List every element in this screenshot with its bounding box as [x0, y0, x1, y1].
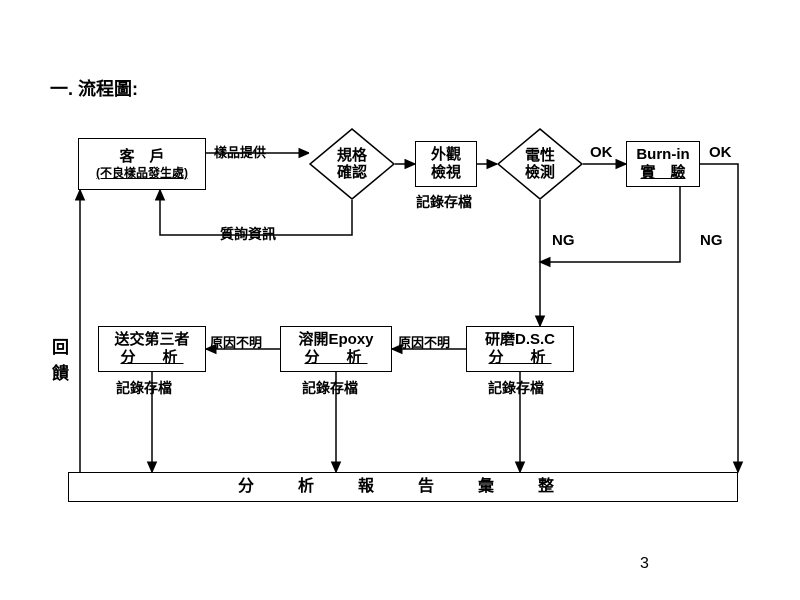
label-l_rec2: 記錄存檔 — [302, 378, 358, 398]
label-l_cause1: 原因不明 — [398, 332, 450, 351]
page-number: 3 — [640, 555, 649, 573]
node-report: 分 析 報 告 彙 整 — [68, 472, 738, 502]
label-l_visrec: 記錄存檔 — [416, 192, 472, 212]
node-epoxy: 溶開Epoxy分 析 — [280, 326, 392, 372]
label-l_ok2: OK — [709, 144, 732, 161]
node-elec: 電性檢測 — [497, 128, 583, 200]
label-l_cause2: 原因不明 — [210, 332, 262, 351]
label-l_sample: 樣品提供 — [214, 142, 266, 161]
feedback-label: 回 饋 — [52, 335, 69, 386]
node-visual: 外觀檢視 — [415, 141, 477, 187]
node-burnin: Burn-in實 驗 — [626, 141, 700, 187]
page-title: 一. 流程圖: — [50, 75, 138, 101]
label-l_rec3: 記錄存檔 — [488, 378, 544, 398]
label-l_query: 質詢資訊 — [220, 224, 276, 244]
label-l_ng1: NG — [552, 232, 575, 249]
label-l_ok1: OK — [590, 144, 613, 161]
node-customer: 客 戶(不良樣品發生處) — [78, 138, 206, 190]
label-l_rec1: 記錄存檔 — [116, 378, 172, 398]
node-spec: 規格確認 — [309, 128, 395, 200]
node-dsc: 研磨D.S.C分 析 — [466, 326, 574, 372]
node-third: 送交第三者分 析 — [98, 326, 206, 372]
label-l_ng2: NG — [700, 232, 723, 249]
